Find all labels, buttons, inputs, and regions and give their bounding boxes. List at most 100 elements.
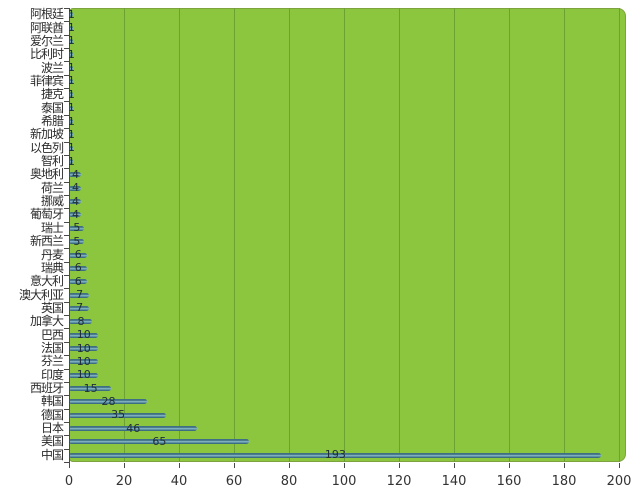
x-axis-tick — [344, 463, 345, 468]
bar — [70, 65, 73, 71]
x-tick-label: 60 — [225, 474, 243, 489]
y-axis-tick — [64, 355, 69, 357]
y-axis-tick — [64, 301, 69, 303]
x-axis-tick — [399, 463, 400, 468]
bar — [70, 25, 73, 31]
y-axis-tick — [64, 275, 69, 277]
y-axis-tick — [64, 462, 69, 463]
bar — [70, 399, 147, 405]
bar — [70, 132, 73, 138]
bar — [70, 372, 98, 378]
y-axis-label: 瑞典 — [40, 260, 64, 275]
bar — [70, 386, 112, 392]
bar-value-label: 4 — [72, 167, 79, 181]
bar — [70, 346, 98, 351]
bar — [70, 119, 73, 124]
y-axis-line — [69, 8, 70, 464]
bar-value-label: 5 — [73, 221, 81, 235]
y-axis-tick — [64, 168, 69, 170]
y-axis-tick — [64, 74, 69, 76]
bar-value-label: 8 — [77, 314, 85, 328]
y-axis-tick — [64, 34, 69, 36]
y-axis-label: 爱尔兰 — [29, 33, 64, 48]
gridline — [344, 8, 345, 462]
x-tick-label: 140 — [441, 474, 467, 489]
x-axis-tick — [509, 463, 510, 468]
x-axis-tick — [619, 463, 620, 468]
bar-value-label: 4 — [72, 207, 79, 221]
bar-value-label: 35 — [111, 408, 126, 422]
y-axis-label: 中国 — [40, 447, 64, 462]
bar — [70, 319, 92, 325]
x-tick-label: 100 — [331, 474, 357, 489]
y-axis-tick — [64, 101, 69, 103]
y-axis-label: 波兰 — [40, 60, 64, 75]
y-axis-tick — [64, 141, 69, 143]
x-tick-label: 180 — [551, 474, 577, 489]
y-axis-tick — [64, 221, 69, 223]
y-axis-tick — [64, 261, 69, 263]
bar — [70, 38, 73, 44]
bar-value-label: 1 — [67, 20, 75, 34]
y-axis-label: 西班牙 — [29, 381, 64, 396]
y-axis-tick — [64, 435, 69, 437]
y-axis-label: 美国 — [40, 434, 64, 449]
bar — [70, 92, 73, 98]
x-tick-label: 20 — [115, 474, 133, 489]
bar — [70, 145, 73, 151]
y-axis-tick — [64, 448, 69, 450]
x-tick-label: 80 — [280, 474, 298, 489]
x-axis-tick — [179, 463, 180, 468]
bar-value-label: 28 — [101, 394, 116, 408]
x-tick-label: 40 — [170, 474, 188, 489]
x-tick-label: 200 — [606, 474, 632, 489]
bar — [70, 159, 73, 165]
y-axis-label: 菲律宾 — [29, 73, 64, 88]
y-axis-label: 瑞士 — [40, 220, 64, 235]
y-axis-tick — [64, 328, 69, 330]
bar-value-label: 1 — [67, 7, 75, 21]
x-tick-label: 160 — [496, 474, 522, 489]
bar — [70, 265, 87, 271]
y-axis-label: 丹麦 — [40, 247, 64, 262]
y-axis-label: 以色列 — [29, 140, 64, 155]
y-axis-tick — [64, 154, 69, 156]
y-axis-tick — [64, 208, 69, 210]
bar — [70, 426, 197, 432]
bar — [70, 252, 87, 258]
bar — [70, 12, 73, 18]
bar — [70, 292, 90, 298]
bar-value-label: 4 — [72, 181, 79, 195]
bar — [70, 172, 81, 178]
y-axis-tick — [64, 88, 69, 90]
y-axis-label: 阿联酋 — [29, 20, 64, 35]
x-axis-tick — [234, 463, 235, 468]
y-axis-label: 日本 — [40, 421, 64, 436]
y-axis-label: 智利 — [40, 154, 64, 169]
bar-value-label: 1 — [67, 34, 75, 48]
y-axis-tick — [64, 248, 69, 250]
bar — [70, 199, 81, 205]
bar-value-label: 1 — [67, 114, 75, 128]
bar-value-label: 1 — [67, 141, 75, 155]
y-axis-tick — [64, 381, 69, 383]
bar-value-label: 10 — [76, 341, 91, 355]
y-axis-tick — [64, 341, 69, 343]
bar — [70, 359, 98, 365]
y-axis-label: 英国 — [40, 300, 64, 315]
y-axis-label: 荷兰 — [40, 180, 64, 195]
y-axis-tick — [64, 395, 69, 397]
bar-value-label: 1 — [67, 127, 75, 141]
bar-value-label: 1 — [67, 87, 75, 101]
x-tick-label: 120 — [386, 474, 412, 489]
y-axis-tick — [64, 8, 69, 9]
gridline — [399, 8, 400, 462]
bar — [70, 225, 84, 231]
bar — [70, 212, 81, 218]
bar — [70, 239, 84, 245]
gridline — [619, 8, 620, 462]
x-axis-tick — [69, 463, 70, 468]
bar-value-label: 6 — [74, 261, 82, 275]
bar-value-label: 1 — [67, 154, 75, 168]
x-axis-tick — [124, 463, 125, 468]
